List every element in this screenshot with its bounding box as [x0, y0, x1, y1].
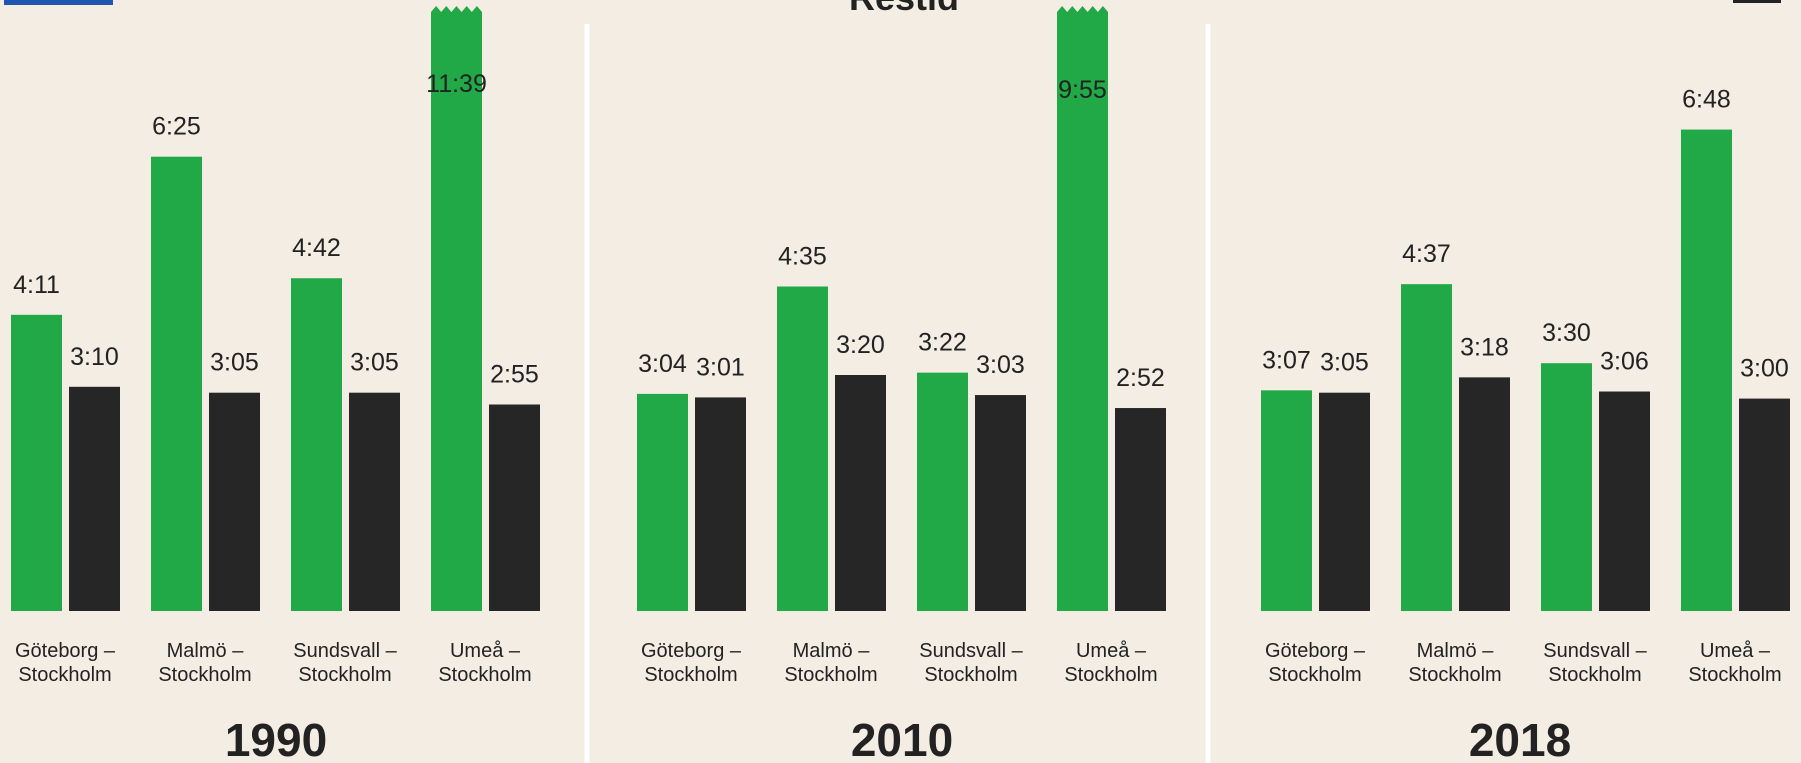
value-label: 3:05 — [350, 349, 399, 377]
value-label: 3:20 — [836, 331, 885, 359]
value-label: 3:00 — [1740, 355, 1789, 383]
bar — [695, 397, 746, 611]
value-label: 6:48 — [1682, 86, 1731, 114]
bar — [777, 286, 828, 611]
bar — [209, 392, 260, 611]
value-label: 4:35 — [778, 243, 827, 271]
value-label: 3:18 — [1460, 333, 1509, 361]
value-label: 3:10 — [70, 343, 119, 371]
bar — [1681, 129, 1732, 611]
bar — [291, 278, 342, 611]
value-label: 4:42 — [292, 234, 341, 262]
value-label: 11:39 — [426, 70, 487, 98]
x-tick-label: Göteborg – Stockholm — [641, 640, 742, 686]
x-tick-label: Göteborg – Stockholm — [15, 640, 116, 686]
bar — [489, 404, 540, 611]
value-label: 2:55 — [490, 361, 539, 389]
x-tick-label: Malmö – Stockholm — [158, 640, 251, 686]
bar — [11, 314, 62, 611]
bar — [1261, 390, 1312, 611]
x-tick-label: Umeå – Stockholm — [438, 640, 531, 686]
bar — [835, 375, 886, 611]
panel-title: 2010 — [851, 714, 953, 763]
bar — [1319, 392, 1370, 611]
value-label: 2:52 — [1116, 364, 1165, 392]
value-label: 3:05 — [1320, 349, 1369, 377]
value-label: 3:03 — [976, 351, 1025, 379]
bar — [975, 395, 1026, 611]
value-label: 3:22 — [918, 329, 967, 357]
value-label: 3:04 — [638, 350, 687, 378]
bar — [431, 6, 482, 611]
x-tick-label: Göteborg – Stockholm — [1265, 640, 1366, 686]
button-fragment — [1733, 0, 1781, 3]
x-tick-label: Sundsvall – Stockholm — [1543, 640, 1647, 686]
x-tick-label: Umeå – Stockholm — [1064, 640, 1157, 686]
bar — [1057, 6, 1108, 611]
chart-title: Restid — [849, 0, 959, 18]
value-label: 3:05 — [210, 349, 259, 377]
bar — [637, 393, 688, 611]
bar — [1459, 377, 1510, 611]
panel-title: 1990 — [225, 714, 327, 763]
bar — [151, 156, 202, 611]
bar — [349, 392, 400, 611]
logo-fragment — [4, 0, 113, 5]
x-tick-label: Sundsvall – Stockholm — [293, 640, 397, 686]
bar — [1541, 363, 1592, 611]
value-label: 4:37 — [1402, 240, 1451, 268]
bar — [917, 372, 968, 611]
value-label: 9:55 — [1058, 76, 1107, 104]
value-label: 3:30 — [1542, 319, 1591, 347]
bar — [1115, 408, 1166, 611]
value-label: 3:01 — [696, 353, 745, 381]
value-label: 3:06 — [1600, 348, 1649, 376]
x-tick-label: Sundsvall – Stockholm — [919, 640, 1023, 686]
value-label: 4:11 — [13, 271, 60, 299]
bar — [1739, 398, 1790, 611]
x-tick-label: Malmö – Stockholm — [1408, 640, 1501, 686]
panel-title: 2018 — [1469, 714, 1571, 763]
value-label: 3:07 — [1262, 346, 1311, 374]
bar — [1599, 391, 1650, 611]
x-tick-label: Malmö – Stockholm — [784, 640, 877, 686]
value-label: 6:25 — [152, 113, 201, 141]
bar — [69, 386, 120, 611]
bar — [1401, 284, 1452, 611]
x-tick-label: Umeå – Stockholm — [1688, 640, 1781, 686]
